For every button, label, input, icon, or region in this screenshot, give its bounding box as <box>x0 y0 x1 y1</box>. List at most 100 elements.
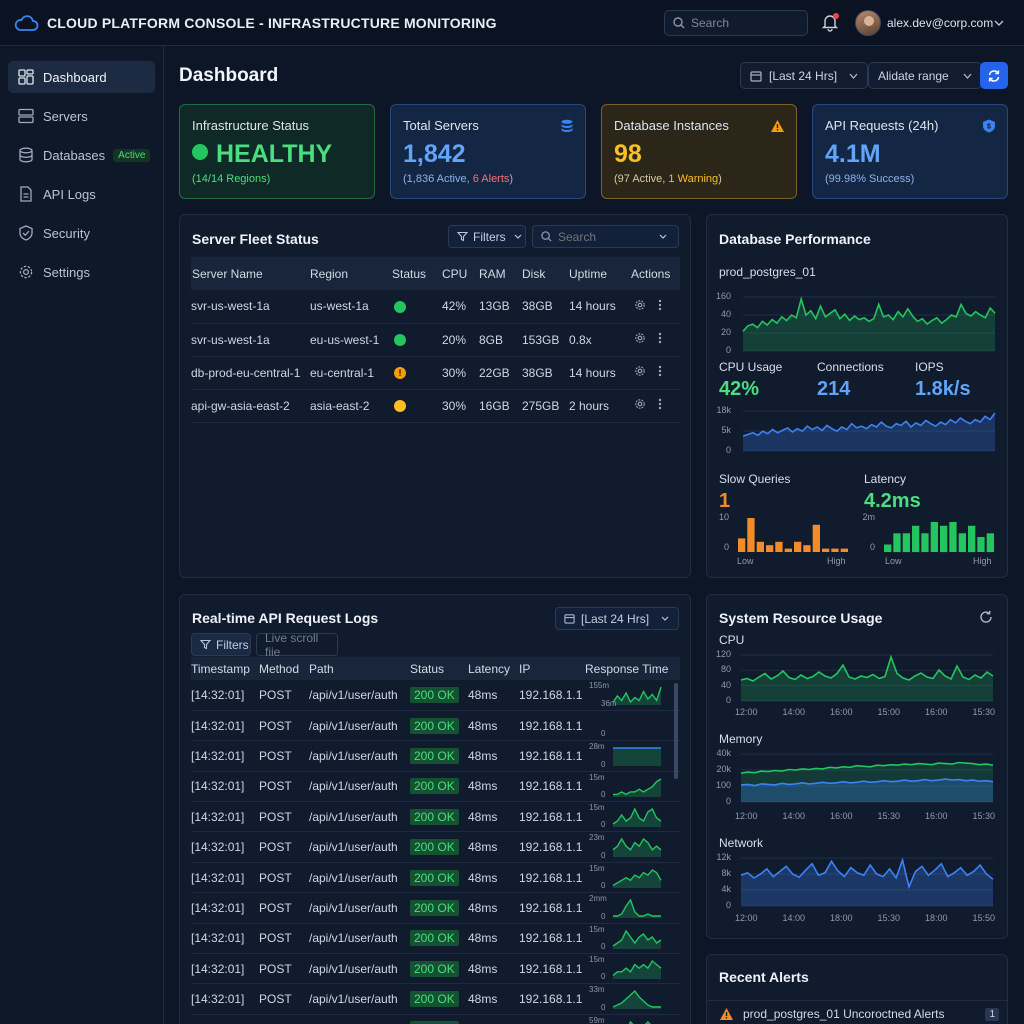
alert-item[interactable]: prod_postgres_01 Uncoroctned Alerts 1 <box>719 1007 999 1021</box>
more-vertical-icon[interactable] <box>658 299 662 314</box>
column-header[interactable]: IP <box>519 657 585 680</box>
sidebar-item-databases[interactable]: Databases Active <box>8 139 155 171</box>
status-dot-icon <box>394 400 406 413</box>
custom-range-select[interactable]: Alidate range <box>868 62 982 89</box>
cpu-series <box>740 654 994 701</box>
sidebar-item-settings[interactable]: Settings <box>8 256 155 288</box>
user-email[interactable]: alex.dev@corp.com <box>887 16 994 30</box>
live-scroll-input[interactable]: Live scroll fiie <box>256 631 338 659</box>
cell-ts: [14:32:01] <box>191 801 259 833</box>
custom-range-label: Alidate range <box>878 68 949 83</box>
more-vertical-icon[interactable] <box>658 398 662 413</box>
table-row[interactable]: db-prod-eu-central-1 eu-central-1! 30% 22GB… <box>191 356 680 390</box>
column-header[interactable]: Method <box>259 657 309 680</box>
sidebar-item-api-logs[interactable]: API Logs <box>8 178 155 210</box>
column-header[interactable]: RAM <box>479 257 522 290</box>
fleet-filters-button[interactable]: Filters <box>448 225 526 248</box>
column-header[interactable]: Disk <box>522 257 569 290</box>
filters-label: Filters <box>216 637 249 652</box>
column-header[interactable]: Uptime <box>569 257 631 290</box>
memory-series-b-line <box>740 778 994 787</box>
user-avatar[interactable] <box>855 10 881 36</box>
logs-time-range-select[interactable]: [Last 24 Hrs] <box>555 607 679 630</box>
cell-cpu: 20% <box>442 323 479 357</box>
table-row[interactable]: svr-us-west-1a us-west-1a 42% 13GB 38GB 14 ho… <box>191 290 680 324</box>
gear-icon[interactable] <box>634 398 646 413</box>
column-header[interactable]: Latency <box>468 657 519 680</box>
warning-triangle-icon <box>720 1008 733 1020</box>
gear-icon[interactable] <box>634 299 646 314</box>
column-header[interactable]: Path <box>309 657 410 680</box>
stat-card-total-servers[interactable]: Total Servers 1,842 (1,836 Active, 6 Ale… <box>390 104 586 199</box>
column-header[interactable]: CPU <box>442 257 479 290</box>
stat-card-infrastructure-status[interactable]: Infrastructure Status HEALTHY (14/14 Reg… <box>179 104 375 199</box>
cell-path: /api/v1/user/auth <box>309 801 410 833</box>
spark-max-label: 28m <box>589 742 605 752</box>
table-row[interactable]: svr-us-west-1a eu-us-west-1 20% 8GB 153GB 0.8… <box>191 323 680 357</box>
more-vertical-icon[interactable] <box>658 332 662 347</box>
more-vertical-icon[interactable] <box>658 365 662 380</box>
slow-queries-value: 1 <box>719 490 731 512</box>
column-header[interactable]: Timestamp <box>191 657 259 680</box>
panel-title: Real-time API Request Logs <box>192 610 379 626</box>
stat-card-database-instances[interactable]: Database Instances 98 (97 Active, 1 Warn… <box>601 104 797 199</box>
gear-icon[interactable] <box>634 365 646 380</box>
connections-label: Connections <box>817 360 884 374</box>
fleet-search-box[interactable] <box>532 225 679 248</box>
sidebar-item-servers[interactable]: Servers <box>8 100 155 132</box>
chevron-down-icon <box>661 616 669 621</box>
gear-icon[interactable] <box>634 332 646 347</box>
spark-min-label: 36m <box>601 698 617 708</box>
column-header[interactable]: Actions <box>631 257 680 290</box>
notification-bell-icon[interactable] <box>821 13 840 33</box>
sidebar-item-dashboard[interactable]: Dashboard <box>8 61 155 93</box>
db-instance-name: prod_postgres_01 <box>719 265 816 279</box>
column-header[interactable]: Region <box>310 257 392 290</box>
axis-tick-label: 80 <box>720 664 731 675</box>
user-menu-chevron-down-icon[interactable] <box>994 15 1004 30</box>
refresh-icon[interactable] <box>979 610 993 627</box>
sidebar-item-security[interactable]: Security <box>8 217 155 249</box>
fleet-search-input[interactable] <box>558 229 653 244</box>
column-header[interactable]: Status <box>392 257 442 290</box>
sparkline-area <box>613 839 661 858</box>
database-performance-panel: Database Performance prod_postgres_01 CP… <box>706 214 1008 578</box>
global-search[interactable] <box>664 10 808 36</box>
spark-max-label: 15m <box>589 772 605 782</box>
axis-tick-label: 0 <box>725 900 731 910</box>
document-icon <box>17 186 34 203</box>
column-header[interactable]: Server Name <box>191 257 310 290</box>
slow-queries-bars-bar <box>766 545 774 552</box>
spark-min-label: 0 <box>601 790 606 800</box>
table-row[interactable]: api-gw-asia-east-2 asia-east-2 30% 16GB 275G… <box>191 389 680 423</box>
cell-name: svr-us-west-1a <box>191 290 310 324</box>
axis-tick-label: 20 <box>720 327 731 337</box>
column-header[interactable]: Status <box>410 657 468 680</box>
axis-tick-label: 10 <box>718 512 729 522</box>
time-range-select[interactable]: [Last 24 Hrs] <box>740 62 869 89</box>
status-badge: 200 OK <box>410 991 459 1008</box>
stat-card-api-requests[interactable]: API Requests (24h) $ 4.1M (99.98% Succes… <box>812 104 1008 199</box>
logs-scrollbar[interactable] <box>674 683 678 779</box>
refresh-button[interactable] <box>980 62 1008 89</box>
spark-min-label: 0 <box>601 729 606 739</box>
column-header[interactable]: Response Time <box>585 657 680 680</box>
cpu-series-area <box>741 657 993 701</box>
cell-ram: 22GB <box>479 356 522 390</box>
axis-tick-label: 12:00 <box>735 707 758 717</box>
logs-filters-button[interactable]: Filters <box>191 633 251 656</box>
sparkline-line <box>612 807 662 825</box>
global-search-input[interactable] <box>691 16 801 30</box>
